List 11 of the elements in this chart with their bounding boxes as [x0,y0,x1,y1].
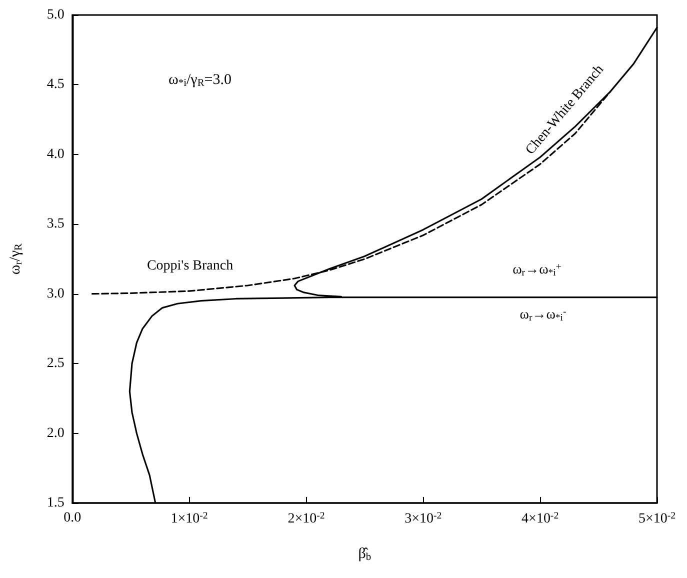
y-tick-label: 1.5 [46,496,64,510]
y-tick-label: 3.0 [46,286,64,302]
y-tick-label: 4.0 [46,146,64,162]
y-tick-label: 3.5 [46,216,64,232]
annotation: Coppi's Branch [146,258,234,274]
y-axis-title: ωr/γR [8,243,24,275]
y-tick-label: 5.0 [46,8,64,22]
x-tick-label: 0.0 [64,510,82,526]
y-tick-label: 4.5 [46,77,64,92]
y-tick-label: 2.0 [46,426,64,441]
y-tick-label: 2.5 [46,356,64,372]
